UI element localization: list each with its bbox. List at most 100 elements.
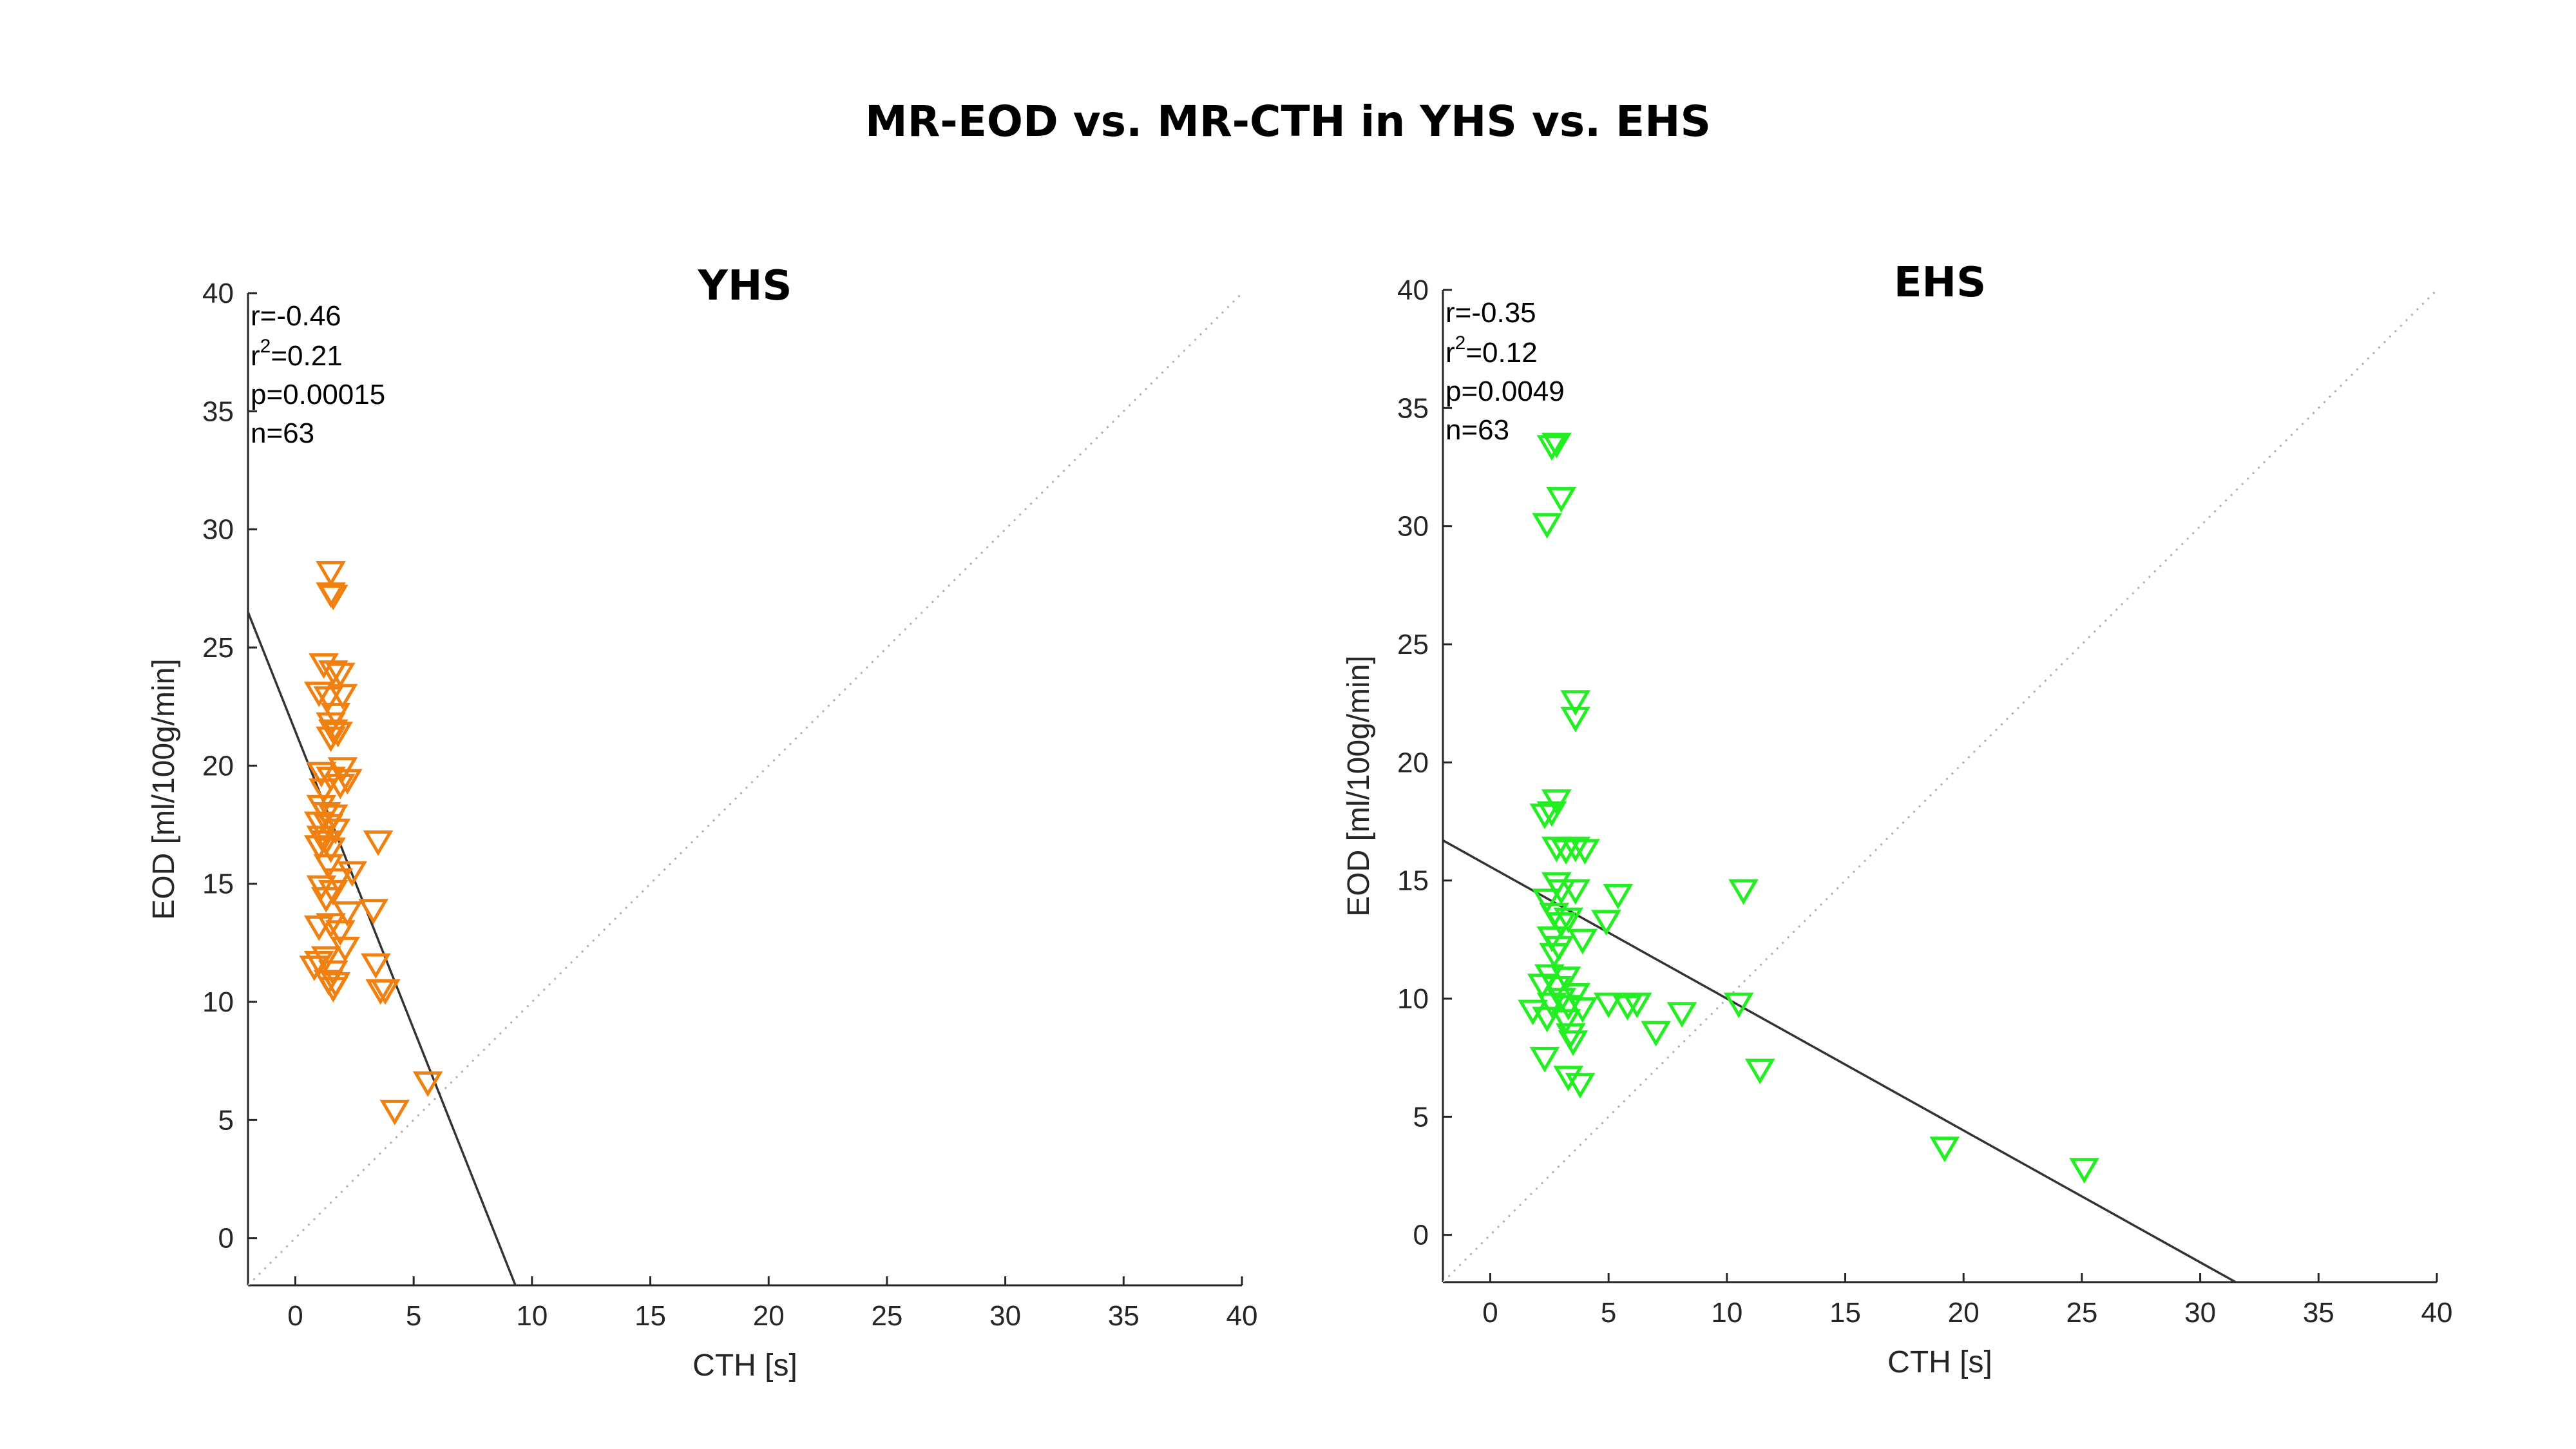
y-axis-label: EOD [ml/100g/min]: [147, 658, 181, 919]
y-tick-label: 5: [218, 1104, 234, 1136]
data-point: [318, 879, 348, 906]
data-point: [358, 899, 389, 925]
data-point: [318, 584, 348, 611]
regression-line: [1443, 839, 2237, 1282]
plot-area: [1443, 290, 2437, 1282]
data-point: [1591, 910, 1621, 936]
x-tick-label: 40: [2421, 1297, 2453, 1329]
stat-r: r=-0.35: [1445, 297, 1536, 329]
data-point: [313, 854, 344, 880]
x-tick-label: 20: [753, 1300, 785, 1332]
y-tick-label: 15: [202, 868, 234, 900]
data-point: [316, 726, 346, 753]
data-point: [1553, 907, 1584, 934]
stat-p: p=0.0049: [1445, 376, 1565, 407]
y-tick-label: 25: [1397, 629, 1429, 660]
x-tick-label: 30: [989, 1300, 1021, 1332]
y-tick-label: 15: [1397, 865, 1429, 897]
y-tick-label: 35: [202, 396, 234, 427]
data-point: [2069, 1158, 2099, 1184]
data-point: [309, 778, 339, 804]
data-point: [320, 972, 351, 998]
y-tick-label: 35: [1397, 392, 1429, 424]
data-point: [1529, 1046, 1560, 1073]
data-point: [1728, 879, 1759, 905]
stat-p: p=0.00015: [251, 379, 385, 410]
y-axis-label: EOD [ml/100g/min]: [1342, 655, 1376, 916]
data-point: [412, 1071, 443, 1097]
x-axis-label: CTH [s]: [692, 1348, 797, 1383]
data-point: [1536, 801, 1567, 827]
data-point: [1546, 912, 1577, 938]
x-tick-label: 20: [1948, 1297, 1980, 1329]
data-point: [1553, 1066, 1584, 1091]
y-tick-label: 30: [1397, 511, 1429, 542]
data-point: [1536, 435, 1567, 461]
panel-yhs: 0 5 10 15 20 25 30 35 40 0 5 10 15 20 25 30 35 40 CTH [s] E…: [147, 262, 1257, 1383]
data-point: [299, 955, 330, 981]
data-point: [1570, 839, 1600, 865]
data-point: [361, 953, 391, 979]
y-tick-label: 20: [1397, 747, 1429, 778]
x-tick-label: 40: [1226, 1300, 1258, 1332]
data-point: [1532, 1006, 1563, 1033]
data-point: [1558, 1030, 1589, 1056]
stat-r-squared: r2=0.12: [1445, 332, 1538, 369]
data-point: [332, 769, 363, 795]
y-tick-label: 5: [1413, 1101, 1429, 1133]
x-tick-label: 10: [1711, 1297, 1742, 1329]
x-tick-label: 35: [2303, 1297, 2334, 1329]
data-point: [325, 920, 356, 946]
data-point: [1541, 432, 1572, 459]
stat-r-squared: r2=0.21: [251, 336, 343, 372]
data-point: [318, 660, 348, 686]
data-point: [316, 837, 346, 863]
data-point: [1541, 836, 1572, 863]
regression-line: [248, 611, 517, 1285]
data-point: [1532, 513, 1563, 539]
panel-title: YHS: [698, 262, 792, 310]
data-point: [325, 662, 356, 689]
data-point: [1621, 992, 1652, 1019]
x-tick-label: 35: [1108, 1300, 1140, 1332]
data-point: [1560, 836, 1591, 863]
data-point: [1565, 1073, 1596, 1099]
data-point: [1723, 992, 1754, 1019]
data-point: [303, 915, 334, 941]
panel-title: EHS: [1894, 259, 1986, 307]
data-point: [310, 887, 341, 913]
data-point: [313, 686, 344, 712]
y-tick-label: 40: [202, 278, 234, 309]
data-point: [1666, 1002, 1697, 1028]
stat-n: n=63: [251, 417, 314, 449]
plot-area: [248, 293, 1242, 1285]
x-tick-label: 15: [1829, 1297, 1861, 1329]
data-point: [363, 830, 394, 856]
data-point: [1536, 992, 1567, 1019]
x-axis-label: CTH [s]: [1887, 1345, 1992, 1379]
y-tick-label: 0: [218, 1223, 234, 1254]
data-point: [1539, 943, 1570, 969]
data-point: [379, 1099, 410, 1126]
data-point: [1641, 1021, 1672, 1047]
x-tick-label: 10: [516, 1300, 548, 1332]
y-tick-label: 10: [202, 986, 234, 1018]
data-point: [1744, 1059, 1775, 1084]
y-tick-label: 10: [1397, 983, 1429, 1015]
data-point: [1560, 706, 1591, 733]
y-tick-label: 30: [202, 514, 234, 546]
y-tick-label: 0: [1413, 1220, 1429, 1251]
data-point: [1567, 928, 1598, 955]
identity-line: [248, 293, 1242, 1285]
data-point: [303, 681, 334, 707]
data-point: [1532, 888, 1563, 914]
stat-n: n=63: [1445, 414, 1509, 446]
x-tick-label: 5: [406, 1300, 421, 1332]
data-point: [1546, 988, 1577, 1013]
x-tick-label: 5: [1601, 1297, 1616, 1329]
y-tick-label: 20: [202, 750, 234, 782]
data-point: [1560, 879, 1591, 905]
x-tick-label: 25: [871, 1300, 902, 1332]
data-point: [316, 561, 346, 587]
